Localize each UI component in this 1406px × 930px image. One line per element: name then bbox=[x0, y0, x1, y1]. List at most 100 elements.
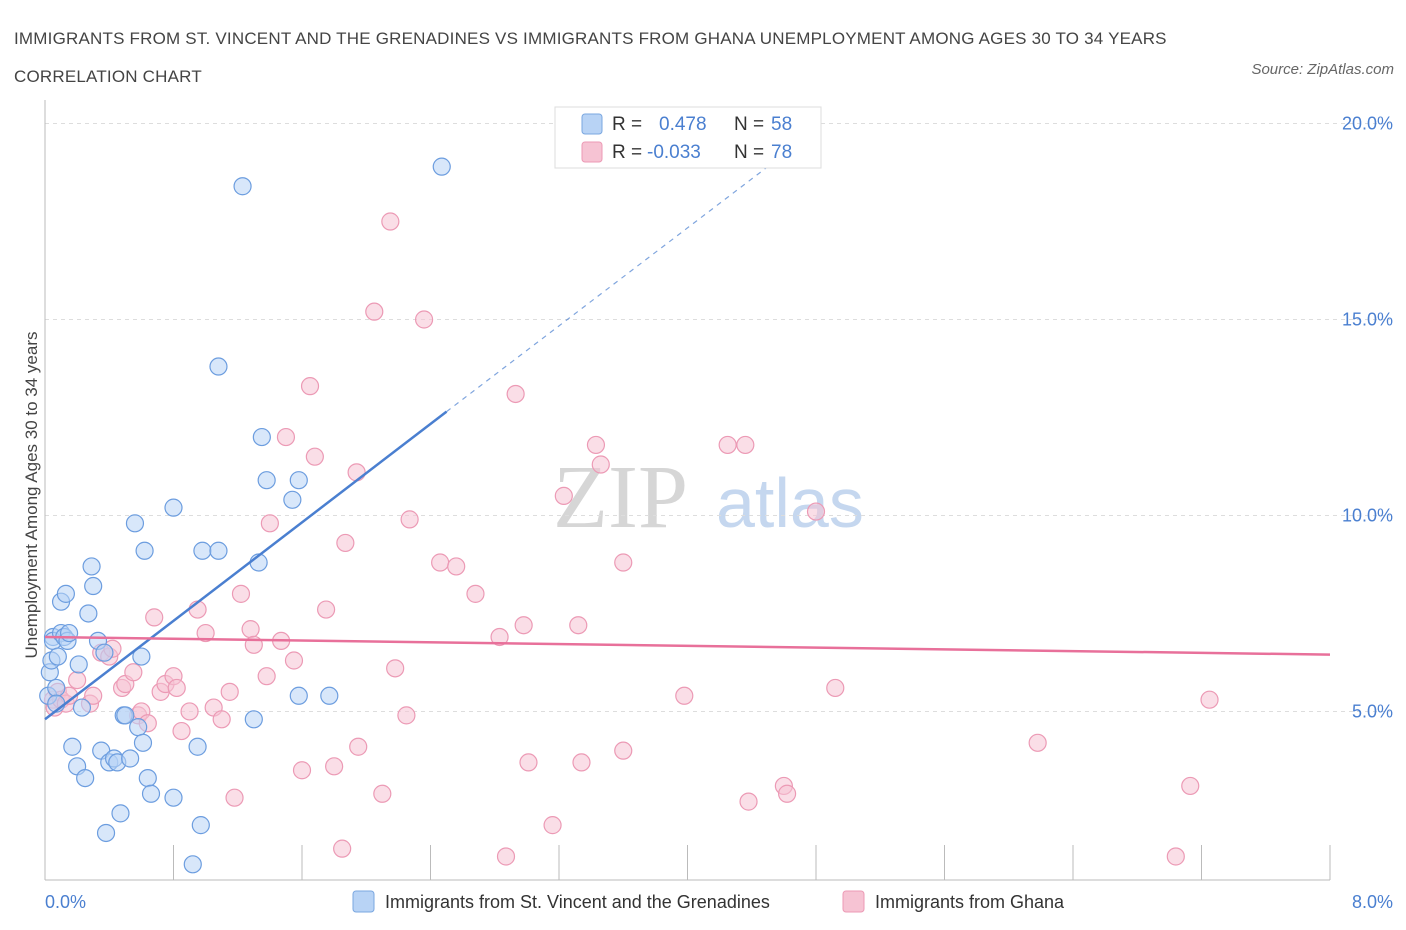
point-svg bbox=[111, 804, 130, 823]
point-ghana bbox=[414, 310, 434, 329]
chart-title: IMMIGRANTS FROM ST. VINCENT AND THE GREN… bbox=[14, 29, 1167, 86]
point-ghana bbox=[292, 761, 312, 780]
trend-line-svg bbox=[44, 410, 448, 721]
point-svg bbox=[289, 471, 308, 490]
point-ghana bbox=[167, 678, 186, 698]
point-ghana bbox=[506, 384, 525, 404]
point-ghana bbox=[284, 651, 304, 670]
point-ghana bbox=[241, 620, 260, 639]
point-ghana bbox=[225, 788, 244, 807]
point-ghana bbox=[736, 435, 755, 455]
x-tick-labels: 0.0% 8.0% bbox=[45, 892, 1393, 912]
point-svg bbox=[289, 686, 308, 705]
point-ghana bbox=[145, 608, 164, 627]
trend-lines bbox=[44, 166, 1331, 721]
point-ghana bbox=[614, 741, 633, 760]
point-svg bbox=[95, 643, 114, 662]
point-ghana bbox=[84, 686, 103, 705]
point-ghana bbox=[826, 678, 845, 698]
bottom-legend-swatch-blue bbox=[352, 890, 375, 913]
point-svg bbox=[183, 855, 202, 874]
point-ghana bbox=[124, 663, 143, 682]
y-tick-label: 15.0% bbox=[1342, 309, 1393, 329]
point-ghana bbox=[212, 710, 231, 729]
watermark-atlas: atlas bbox=[716, 464, 864, 542]
point-svg bbox=[191, 816, 210, 835]
legend-pink-n-value: 78 bbox=[771, 142, 792, 163]
point-svg bbox=[69, 655, 88, 674]
point-svg bbox=[79, 604, 98, 623]
point-svg bbox=[252, 427, 271, 447]
top-legend: R = 0.478 N = 58 R = -0.033 N = 78 bbox=[554, 106, 822, 169]
point-svg bbox=[432, 157, 451, 176]
point-ghana bbox=[325, 757, 344, 776]
legend-blue-n-label: N = bbox=[734, 114, 764, 135]
point-svg bbox=[63, 737, 82, 756]
point-ghana bbox=[1181, 776, 1200, 796]
point-ghana bbox=[349, 737, 368, 756]
point-svg bbox=[320, 686, 339, 705]
y-tick-label: 10.0% bbox=[1342, 505, 1393, 525]
point-svg bbox=[125, 514, 145, 533]
legend-swatch-pink bbox=[581, 141, 603, 163]
point-ghana bbox=[466, 584, 485, 603]
point-ghana bbox=[490, 627, 509, 647]
y-axis-label: Unemployment Among Ages 30 to 34 years bbox=[22, 332, 41, 659]
x-tick-label: 8.0% bbox=[1352, 892, 1393, 912]
point-svg bbox=[164, 498, 183, 517]
point-ghana bbox=[68, 671, 87, 690]
y-tick-label: 20.0% bbox=[1342, 114, 1393, 134]
point-svg bbox=[209, 357, 228, 376]
point-svg bbox=[59, 623, 79, 643]
point-ghana bbox=[586, 435, 606, 455]
point-ghana bbox=[365, 302, 384, 321]
point-ghana bbox=[196, 623, 215, 643]
point-ghana bbox=[496, 847, 516, 866]
point-svg bbox=[244, 710, 263, 729]
legend-swatch-blue bbox=[581, 113, 603, 135]
point-svg bbox=[164, 788, 183, 807]
point-svg bbox=[138, 768, 157, 788]
legend-blue-r-value: 0.478 bbox=[659, 114, 707, 135]
point-ghana bbox=[1200, 690, 1219, 709]
trend-line-ghana bbox=[44, 635, 1331, 656]
point-ghana bbox=[180, 702, 199, 721]
point-ghana bbox=[777, 784, 797, 803]
point-svg bbox=[283, 490, 302, 509]
point-ghana bbox=[718, 435, 737, 455]
point-ghana bbox=[806, 502, 826, 521]
point-svg bbox=[96, 823, 116, 843]
legend-pink-r-value: -0.033 bbox=[647, 142, 701, 163]
point-ghana bbox=[276, 427, 296, 447]
point-ghana bbox=[336, 533, 355, 553]
point-ghana bbox=[1166, 847, 1185, 866]
point-ghana bbox=[514, 616, 533, 635]
point-ghana bbox=[572, 753, 591, 772]
point-svg bbox=[82, 557, 101, 576]
point-ghana bbox=[675, 686, 694, 705]
point-ghana bbox=[397, 706, 416, 725]
point-svg bbox=[129, 718, 148, 737]
point-ghana bbox=[260, 514, 279, 533]
point-svg bbox=[72, 698, 92, 717]
bottom-legend-pink-label: Immigrants from Ghana bbox=[875, 892, 1065, 912]
point-ghana bbox=[316, 600, 336, 619]
point-svg bbox=[116, 706, 135, 725]
point-svg bbox=[233, 177, 252, 196]
point-svg bbox=[84, 576, 103, 596]
point-ghana bbox=[220, 682, 239, 701]
point-ghana bbox=[591, 455, 610, 474]
point-svg bbox=[48, 647, 67, 666]
point-svg bbox=[193, 541, 212, 560]
y-tick-labels: 5.0% 10.0% 15.0% 20.0% bbox=[1342, 114, 1393, 722]
point-ghana bbox=[554, 486, 573, 505]
point-ghana bbox=[231, 584, 251, 603]
point-ghana bbox=[1028, 733, 1047, 752]
point-svg bbox=[133, 733, 153, 752]
point-ghana bbox=[381, 212, 400, 231]
point-ghana bbox=[400, 510, 419, 529]
axes bbox=[44, 100, 1331, 881]
point-svg bbox=[141, 784, 161, 803]
point-ghana bbox=[739, 792, 758, 811]
point-ghana bbox=[300, 377, 320, 396]
